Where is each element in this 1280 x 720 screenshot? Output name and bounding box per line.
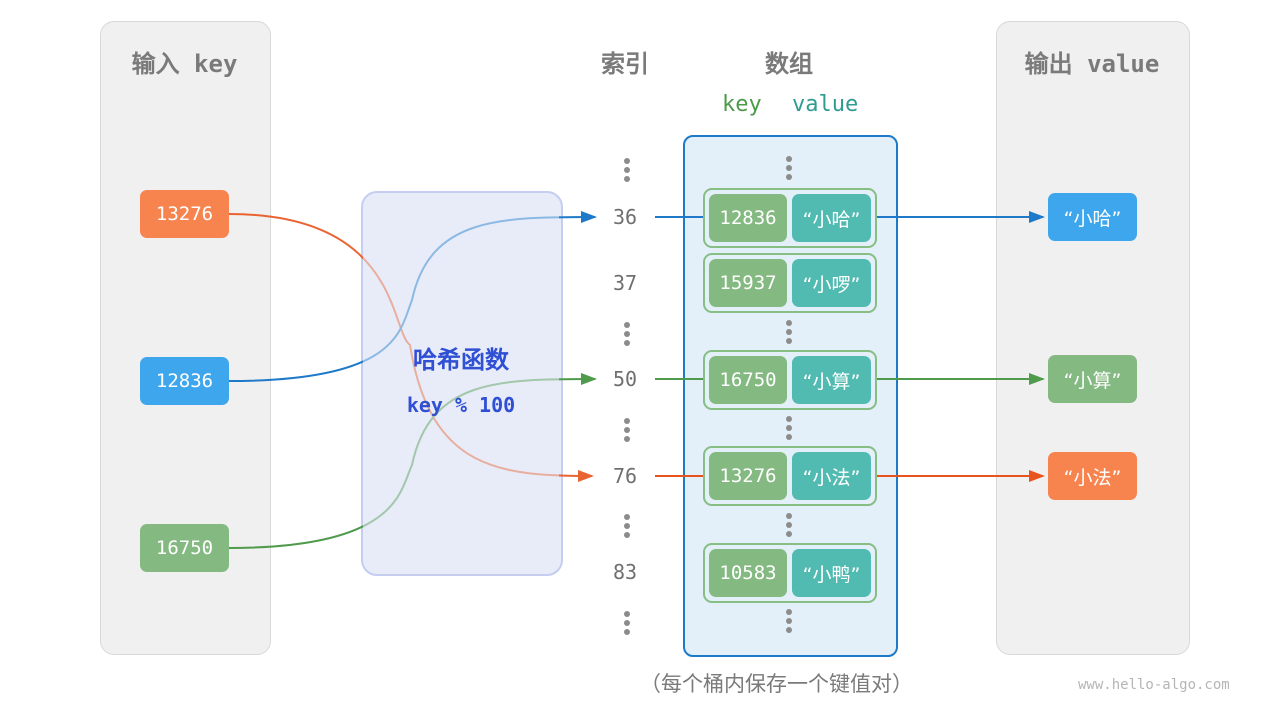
bucket-value: “小鸭” bbox=[792, 549, 871, 597]
bucket-value: “小法” bbox=[792, 452, 871, 500]
output-value-xiaosuan: “小算” bbox=[1048, 355, 1137, 403]
output-value-xiaoha: “小哈” bbox=[1048, 193, 1137, 241]
ellipsis-icon bbox=[624, 514, 630, 541]
array-caption: （每个桶内保存一个键值对） bbox=[640, 672, 913, 696]
bucket-83: 10583 “小鸭” bbox=[703, 543, 877, 603]
bucket-key: 12836 bbox=[709, 194, 787, 242]
output-value-xiaofa: “小法” bbox=[1048, 452, 1137, 500]
bucket-key: 15937 bbox=[709, 259, 787, 307]
bucket-value: “小啰” bbox=[792, 259, 871, 307]
bucket-37: 15937 “小啰” bbox=[703, 253, 877, 313]
index-50: 50 bbox=[612, 367, 638, 391]
index-83: 83 bbox=[612, 560, 638, 584]
ellipsis-icon bbox=[786, 513, 792, 540]
input-key-16750: 16750 bbox=[140, 524, 229, 572]
ellipsis-icon bbox=[624, 418, 630, 445]
key-label: key bbox=[722, 92, 762, 117]
hash-formula: key % 100 bbox=[406, 393, 516, 417]
index-76: 76 bbox=[612, 464, 638, 488]
output-title: 输出 value bbox=[1024, 50, 1160, 78]
bucket-76: 13276 “小法” bbox=[703, 446, 877, 506]
array-title: 数组 bbox=[765, 50, 813, 78]
hash-title: 哈希函数 bbox=[413, 346, 509, 374]
index-36: 36 bbox=[612, 205, 638, 229]
ellipsis-icon bbox=[786, 416, 792, 443]
output-column bbox=[996, 21, 1190, 655]
index-37: 37 bbox=[612, 271, 638, 295]
bucket-50: 16750 “小算” bbox=[703, 350, 877, 410]
bucket-key: 16750 bbox=[709, 356, 787, 404]
ellipsis-icon bbox=[624, 611, 630, 638]
input-title: 输入 key bbox=[131, 50, 238, 78]
input-key-13276: 13276 bbox=[140, 190, 229, 238]
ellipsis-icon bbox=[624, 158, 630, 185]
bucket-key: 13276 bbox=[709, 452, 787, 500]
bucket-key: 10583 bbox=[709, 549, 787, 597]
watermark: www.hello-algo.com bbox=[1078, 677, 1230, 693]
hash-function-overlay bbox=[363, 193, 559, 572]
ellipsis-icon bbox=[786, 609, 792, 636]
bucket-value: “小算” bbox=[792, 356, 871, 404]
ellipsis-icon bbox=[624, 322, 630, 349]
index-title: 索引 bbox=[601, 50, 649, 78]
input-key-12836: 12836 bbox=[140, 357, 229, 405]
value-label: value bbox=[792, 92, 859, 117]
bucket-value: “小哈” bbox=[792, 194, 871, 242]
ellipsis-icon bbox=[786, 320, 792, 347]
bucket-36: 12836 “小哈” bbox=[703, 188, 877, 248]
ellipsis-icon bbox=[786, 156, 792, 183]
